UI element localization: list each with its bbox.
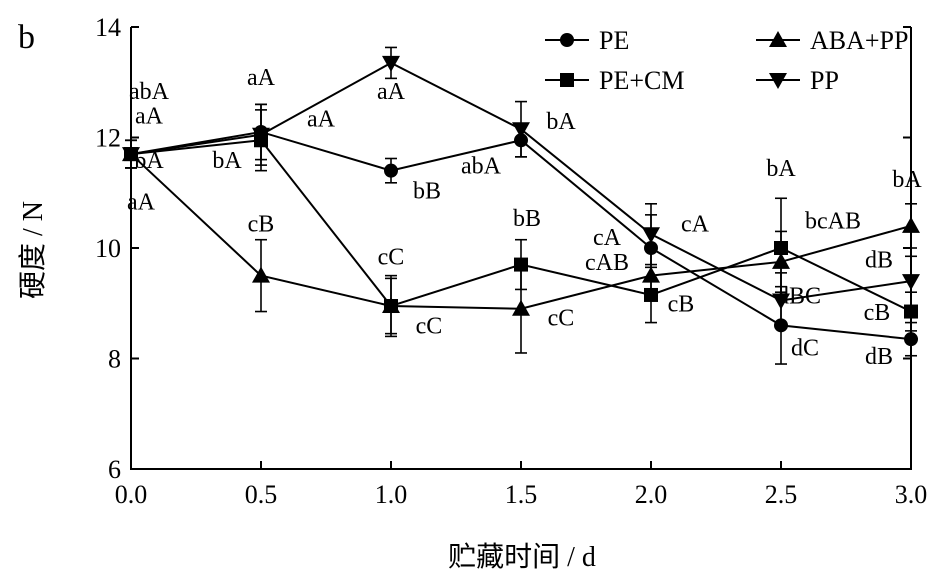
significance-label: cAB (585, 250, 629, 276)
x-tick-label: 3.0 (895, 480, 928, 509)
y-tick-label: 14 (95, 13, 121, 42)
y-tick-label: 8 (108, 345, 121, 374)
data-point (642, 266, 660, 283)
significance-label: bA (766, 156, 796, 182)
data-point (904, 332, 918, 347)
significance-label: bA (892, 167, 922, 193)
data-point (512, 299, 530, 316)
significance-label: cA (681, 211, 710, 237)
legend-label: PE (599, 26, 629, 55)
significance-label: dBC (777, 283, 821, 309)
significance-label: cB (668, 292, 695, 318)
significance-label: cC (548, 305, 575, 331)
significance-label: abA (129, 79, 170, 105)
x-tick-label: 1.0 (375, 480, 408, 509)
data-point (382, 297, 400, 314)
x-axis-title: 贮藏时间 / d (448, 541, 596, 573)
data-point (384, 163, 398, 178)
significance-label: abA (461, 153, 502, 179)
significance-label: aA (247, 65, 276, 91)
x-tick-label: 2.5 (765, 480, 798, 509)
significance-label: aA (377, 79, 406, 105)
significance-label: bcAB (805, 209, 861, 235)
significance-label: dC (791, 336, 819, 362)
data-point (772, 293, 790, 310)
significance-label: aA (135, 104, 164, 130)
significance-label: bA (212, 148, 242, 174)
x-tick-label: 2.0 (635, 480, 668, 509)
data-point (904, 304, 918, 319)
significance-label: dB (865, 344, 893, 370)
significance-label: cB (248, 211, 275, 237)
x-tick-label: 0.5 (245, 480, 278, 509)
legend-item-pp: PP (756, 66, 839, 95)
data-point (122, 147, 140, 164)
significance-label: aA (127, 189, 156, 215)
x-tick-label: 0.0 (115, 480, 148, 509)
panel-label: b (18, 19, 35, 56)
legend-item-aba-pp: ABA+PP (756, 26, 908, 55)
significance-label: bA (546, 109, 576, 135)
series-group (122, 46, 920, 365)
series-pp (122, 46, 920, 329)
significance-label: cC (416, 314, 443, 340)
y-tick-label: 12 (95, 124, 121, 153)
legend-marker (769, 31, 787, 47)
legend-label: PE+CM (599, 66, 684, 95)
legend: PE PE+CM ABA+PP PP (545, 26, 908, 95)
y-axis-title: 硬度 / N (17, 201, 49, 299)
annotation-group: abAaAbAaAaAbAcBaAaAbBcCcCabAbAbBcCcAcAcA… (127, 65, 922, 370)
data-point (512, 122, 530, 139)
significance-label: cC (378, 245, 405, 271)
y-tick-label: 10 (95, 234, 121, 263)
legend-label: ABA+PP (810, 26, 908, 55)
legend-marker (560, 73, 574, 87)
significance-label: cB (864, 300, 891, 326)
legend-item-pe-cm: PE+CM (545, 66, 684, 95)
data-point (902, 274, 920, 291)
legend-marker (560, 33, 574, 47)
significance-label: aA (307, 106, 336, 132)
significance-label: bA (134, 148, 164, 174)
data-point (252, 127, 270, 144)
data-point (902, 216, 920, 233)
data-point (772, 252, 790, 269)
significance-label: cA (593, 225, 622, 251)
series-aba-pp (122, 139, 920, 354)
legend-item-pe: PE (545, 26, 629, 55)
significance-label: bB (413, 178, 441, 204)
y-tick-label: 6 (108, 455, 121, 484)
significance-label: bB (513, 206, 541, 232)
significance-label: dB (865, 247, 893, 273)
legend-marker (769, 73, 787, 89)
data-point (642, 227, 660, 244)
axes: 0.0 0.5 1.0 1.5 2.0 2.5 3.0 6 8 10 12 14 (95, 13, 927, 509)
data-point (252, 266, 270, 283)
legend-label: PP (810, 66, 839, 95)
data-point (382, 55, 400, 72)
x-tick-label: 1.5 (505, 480, 538, 509)
